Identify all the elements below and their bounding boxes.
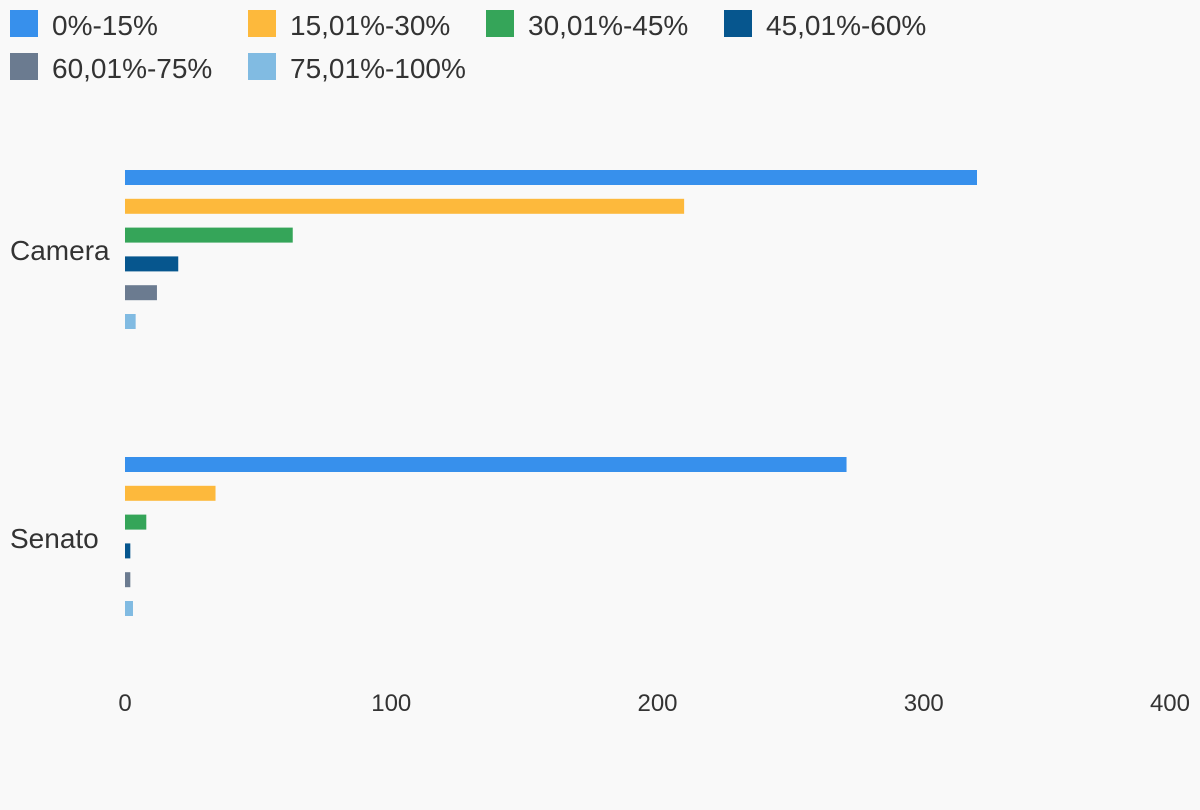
legend-label: 0%-15%	[52, 10, 158, 41]
category-label: Senato	[10, 523, 99, 554]
bar	[125, 601, 133, 616]
bar	[125, 457, 847, 472]
x-tick-label: 400	[1150, 690, 1190, 717]
legend-label: 60,01%-75%	[52, 53, 213, 84]
legend-label: 45,01%-60%	[766, 10, 927, 41]
bar	[125, 485, 216, 501]
category-label: Camera	[10, 235, 110, 266]
legend-label: 30,01%-45%	[528, 10, 689, 41]
bar	[125, 314, 136, 329]
bar	[125, 227, 293, 243]
bar	[125, 572, 131, 588]
legend-swatch	[10, 10, 38, 37]
x-tick-label: 300	[904, 690, 944, 717]
bar	[125, 170, 977, 185]
legend-swatch	[486, 10, 514, 37]
x-tick-label: 0	[118, 690, 131, 717]
legend-swatch	[724, 10, 752, 37]
legend-swatch	[248, 53, 276, 80]
legend-label: 15,01%-30%	[290, 10, 451, 41]
legend-swatch	[10, 53, 38, 80]
bar	[125, 256, 179, 272]
bar	[125, 514, 147, 530]
bar	[125, 198, 685, 214]
bar	[125, 285, 157, 301]
x-tick-label: 200	[637, 690, 677, 717]
x-tick-label: 100	[371, 690, 411, 717]
bar	[125, 543, 131, 559]
legend-label: 75,01%-100%	[290, 53, 466, 84]
legend-swatch	[248, 10, 276, 37]
